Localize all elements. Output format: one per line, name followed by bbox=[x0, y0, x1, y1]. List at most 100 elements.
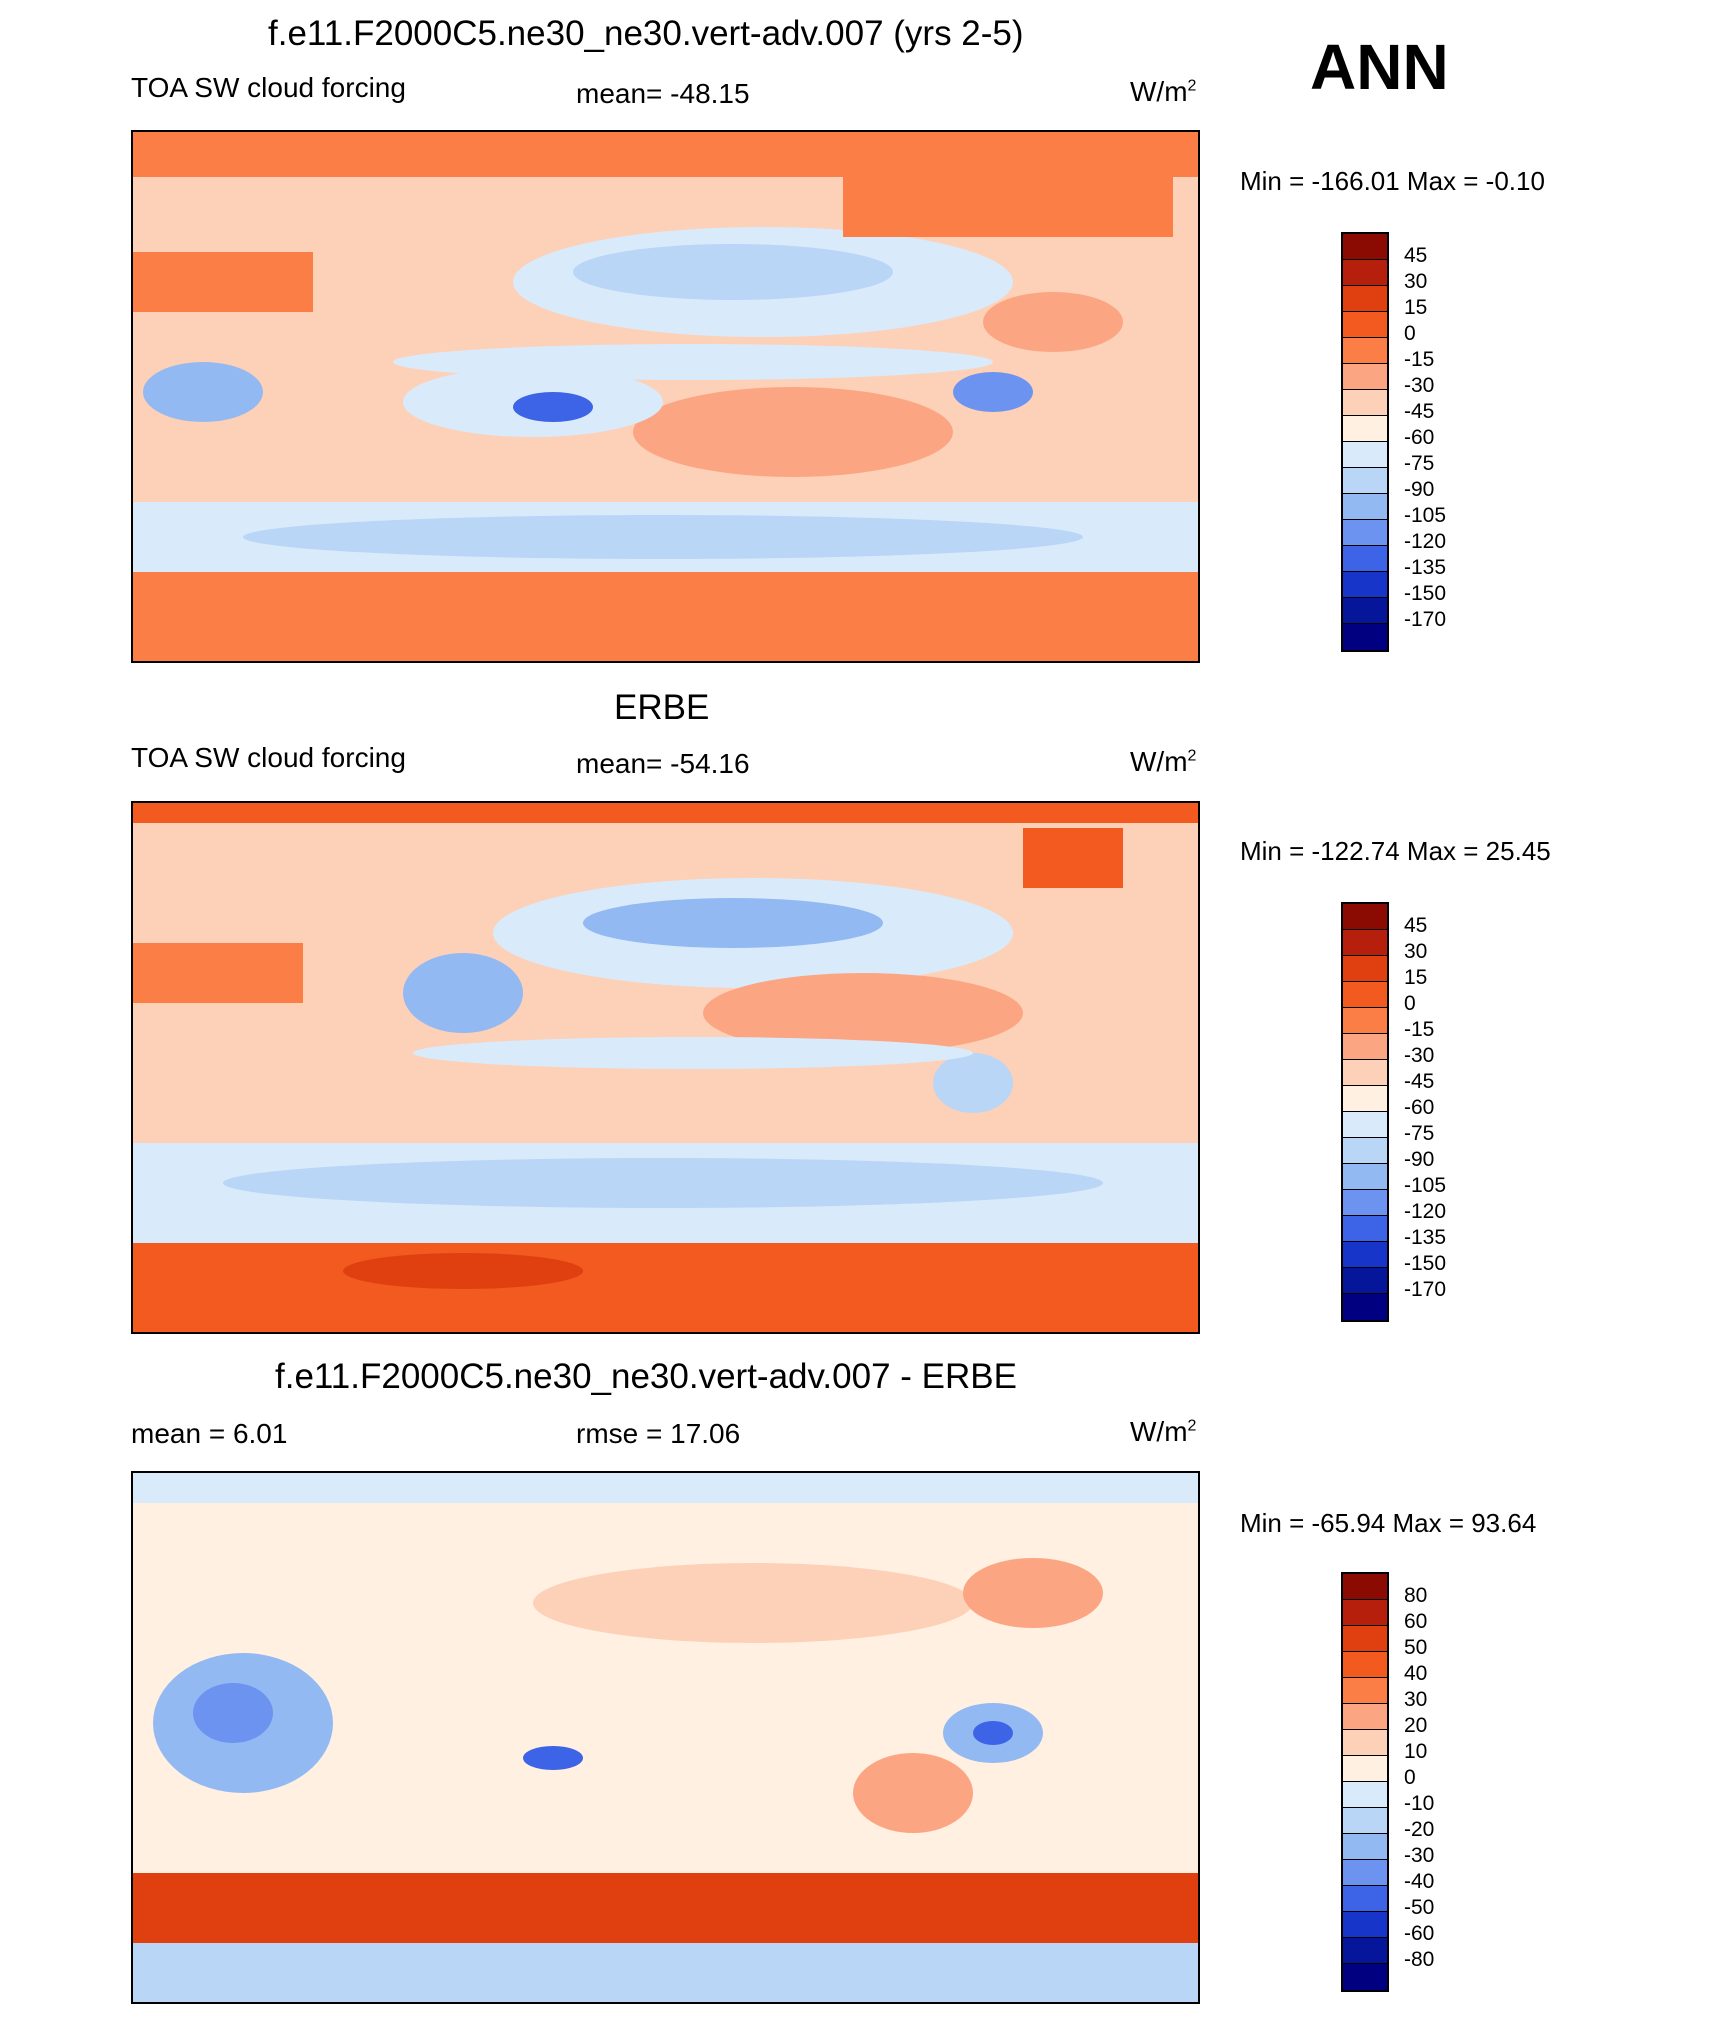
colorbar-box bbox=[1343, 442, 1387, 468]
panel-2-map bbox=[131, 801, 1200, 1334]
colorbar-tick-label: -50 bbox=[1404, 1896, 1435, 1919]
southern-ocean-bias bbox=[133, 1873, 1198, 1943]
colorbar-tick-label: -150 bbox=[1404, 1252, 1447, 1275]
antarctic-band bbox=[133, 1943, 1198, 2002]
panel-2-minmax: Min = -122.74 Max = 25.45 bbox=[1240, 836, 1551, 866]
colorbar-tick-label: -75 bbox=[1404, 452, 1435, 475]
colorbar-tick-label: 45 bbox=[1404, 244, 1428, 267]
panel-1-minmax: Min = -166.01 Max = -0.10 bbox=[1240, 166, 1545, 196]
colorbar-box bbox=[1343, 364, 1387, 390]
colorbar-box bbox=[1343, 260, 1387, 286]
colorbar-box bbox=[1343, 1112, 1387, 1138]
colorbar-tick-label: -170 bbox=[1404, 1278, 1447, 1301]
colorbar-tick-label: -30 bbox=[1404, 1044, 1435, 1067]
arctic-band bbox=[133, 1473, 1198, 1503]
colorbar-tick-label: 0 bbox=[1404, 322, 1416, 345]
sahara-clear bbox=[133, 943, 303, 1003]
colorbar-box bbox=[1343, 1860, 1387, 1886]
colorbar-tick-label: -105 bbox=[1404, 1174, 1447, 1197]
colorbar-box bbox=[1343, 1678, 1387, 1704]
colorbar-tick-label: 30 bbox=[1404, 1688, 1428, 1711]
panel-1-units: W/m2 bbox=[1130, 76, 1197, 107]
africa-core bbox=[193, 1683, 273, 1743]
se-pacific-stratus bbox=[633, 387, 953, 477]
colorbar-box bbox=[1343, 1756, 1387, 1782]
southern-ocean-cloud bbox=[243, 515, 1083, 559]
panel-1-mean: mean= -48.15 bbox=[576, 78, 750, 109]
season-label: ANN bbox=[1310, 31, 1449, 103]
colorbar-tick-label: -75 bbox=[1404, 1122, 1435, 1145]
colorbar-tick-label: -120 bbox=[1404, 530, 1447, 553]
colorbar-tick-label: -30 bbox=[1404, 1844, 1435, 1867]
southern-ocean-cloud bbox=[223, 1158, 1103, 1208]
panel-1-title: f.e11.F2000C5.ne30_ne30.vert-adv.007 (yr… bbox=[268, 14, 1024, 53]
colorbar-box bbox=[1343, 1294, 1387, 1320]
colorbar-box bbox=[1343, 494, 1387, 520]
colorbar-box bbox=[1343, 390, 1387, 416]
colorbar-tick-label: -15 bbox=[1404, 1018, 1435, 1041]
se-pacific-stratus bbox=[703, 973, 1023, 1053]
colorbar-box bbox=[1343, 1886, 1387, 1912]
colorbar-box bbox=[1343, 1008, 1387, 1034]
north-pacific-core bbox=[583, 898, 883, 948]
colorbar-tick-label: -60 bbox=[1404, 426, 1435, 449]
colorbar-box bbox=[1343, 1964, 1387, 1990]
colorbar-box bbox=[1343, 1034, 1387, 1060]
colorbar-tick-label: 15 bbox=[1404, 966, 1428, 989]
north-atlantic-bias bbox=[963, 1558, 1103, 1628]
colorbar-box bbox=[1343, 1938, 1387, 1964]
colorbar-tick-label: -120 bbox=[1404, 1200, 1447, 1223]
colorbar-tick-label: -15 bbox=[1404, 348, 1435, 371]
colorbar-box bbox=[1343, 904, 1387, 930]
colorbar-tick-label: 30 bbox=[1404, 270, 1428, 293]
panel-3-units: W/m2 bbox=[1130, 1416, 1197, 1447]
amazon-core bbox=[973, 1721, 1013, 1745]
panel-2-title: ERBE bbox=[614, 688, 710, 727]
colorbar-box bbox=[1343, 598, 1387, 624]
colorbar-box bbox=[1343, 286, 1387, 312]
colorbar-tick-label: 0 bbox=[1404, 1766, 1416, 1789]
panel-1-colorbar bbox=[1341, 232, 1389, 652]
colorbar-box bbox=[1343, 1808, 1387, 1834]
colorbar-box bbox=[1343, 1704, 1387, 1730]
panel-2-mean: mean= -54.16 bbox=[576, 748, 750, 779]
colorbar-box bbox=[1343, 572, 1387, 598]
colorbar-tick-label: 60 bbox=[1404, 1610, 1428, 1633]
panel-2-units: W/m2 bbox=[1130, 746, 1197, 777]
colorbar-box bbox=[1343, 1730, 1387, 1756]
arctic-north-america bbox=[843, 167, 1173, 237]
colorbar-tick-label: -45 bbox=[1404, 400, 1435, 423]
congo-cloud bbox=[143, 362, 263, 422]
colorbar-box bbox=[1343, 1138, 1387, 1164]
colorbar-tick-label: -45 bbox=[1404, 1070, 1435, 1093]
colorbar-tick-label: -80 bbox=[1404, 1948, 1435, 1971]
colorbar-box bbox=[1343, 1912, 1387, 1938]
colorbar-tick-label: 80 bbox=[1404, 1584, 1428, 1607]
colorbar-tick-label: -150 bbox=[1404, 582, 1447, 605]
amazon-cloud bbox=[953, 372, 1033, 412]
colorbar-box bbox=[1343, 1626, 1387, 1652]
colorbar-tick-label: 45 bbox=[1404, 914, 1428, 937]
colorbar-box bbox=[1343, 520, 1387, 546]
panel-3-rmse: rmse = 17.06 bbox=[576, 1418, 741, 1449]
antarctic-band bbox=[133, 1243, 1198, 1332]
colorbar-tick-label: -60 bbox=[1404, 1922, 1435, 1945]
colorbar-box bbox=[1343, 1834, 1387, 1860]
itcz-band bbox=[413, 1037, 973, 1069]
colorbar-box bbox=[1343, 1574, 1387, 1600]
colorbar-box bbox=[1343, 624, 1387, 650]
colorbar-box bbox=[1343, 312, 1387, 338]
antarctic-core bbox=[343, 1253, 583, 1289]
antarctic-band bbox=[133, 572, 1198, 661]
colorbar-tick-label: -90 bbox=[1404, 1148, 1435, 1171]
colorbar-box bbox=[1343, 1086, 1387, 1112]
colorbar-tick-label: 0 bbox=[1404, 992, 1416, 1015]
panel-3-minmax: Min = -65.94 Max = 93.64 bbox=[1240, 1508, 1537, 1538]
colorbar-tick-label: 30 bbox=[1404, 940, 1428, 963]
panel-3-title: f.e11.F2000C5.ne30_ne30.vert-adv.007 - E… bbox=[275, 1357, 1017, 1396]
amazon-cloud bbox=[933, 1053, 1013, 1113]
colorbar-tick-label: -20 bbox=[1404, 1818, 1435, 1841]
new-guinea-bias bbox=[523, 1746, 583, 1770]
colorbar-tick-label: -90 bbox=[1404, 478, 1435, 501]
colorbar-box bbox=[1343, 468, 1387, 494]
